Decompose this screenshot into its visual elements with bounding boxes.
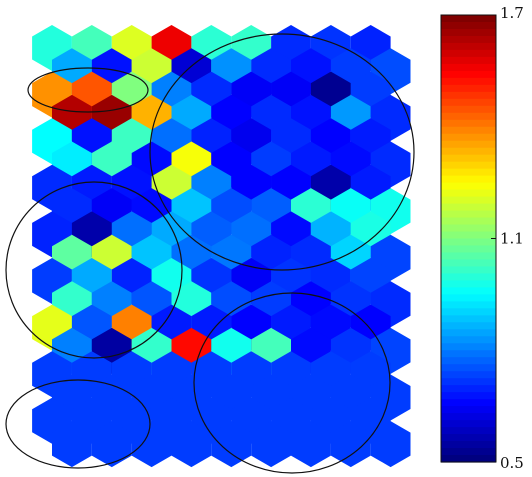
hex-cell-r17-c4 (211, 421, 252, 468)
colorbar-segment (441, 15, 496, 23)
hex-cell-r17-c8 (370, 421, 411, 468)
colorbar-segment (441, 84, 496, 93)
colorbar-tick-label: 0.5 (500, 454, 524, 472)
hex-cell-r17-c6 (291, 421, 331, 468)
colorbar-segment (441, 56, 496, 65)
hex-cell-r17-c3 (171, 421, 212, 468)
colorbar-segment (441, 336, 496, 344)
colorbar-segment (441, 224, 496, 233)
hex-cell-r17-c5 (251, 421, 291, 468)
cluster-circle-4 (193, 292, 391, 474)
colorbar-segment (441, 252, 496, 261)
colorbar-segment (441, 112, 496, 121)
colorbar-segment (441, 147, 496, 156)
colorbar-segment (441, 77, 496, 86)
colorbar-segment (441, 301, 496, 309)
colorbar-segment (441, 133, 496, 142)
colorbar-segment (441, 196, 496, 205)
colorbar-segment (441, 287, 496, 295)
cluster-circle-3 (5, 181, 183, 359)
colorbar-segment (441, 140, 496, 149)
colorbar-segment (441, 168, 496, 177)
hex-cell-r17-c7 (330, 421, 371, 468)
colorbar-segment (441, 98, 496, 107)
cluster-annotations (5, 33, 415, 474)
colorbar-segment (441, 392, 496, 400)
colorbar-segment (441, 378, 496, 386)
colorbar-segment (441, 280, 496, 288)
colorbar-segment (441, 273, 496, 281)
colorbar-segment (441, 175, 496, 184)
colorbar-segment (441, 455, 496, 463)
colorbar-tick-label: 1.1 (500, 230, 524, 248)
colorbar-segment (441, 350, 496, 358)
colorbar-segment (441, 357, 496, 365)
colorbar-segment (441, 385, 496, 393)
colorbar-segment (441, 189, 496, 198)
hex-cell-r17-c1 (91, 421, 132, 468)
colorbar-segment (441, 217, 496, 226)
colorbar: 1.7 1.1 0.5 (440, 4, 524, 472)
colorbar-segment (441, 294, 496, 302)
colorbar-segment (441, 329, 496, 337)
colorbar-segment (441, 343, 496, 351)
colorbar-segment (441, 259, 496, 268)
colorbar-segment (441, 63, 496, 72)
colorbar-segment (441, 245, 496, 254)
colorbar-segment (441, 161, 496, 170)
colorbar-segment (441, 49, 496, 58)
hex-cell-r17-c2 (131, 421, 172, 468)
colorbar-segment (441, 371, 496, 379)
colorbar-segment (441, 105, 496, 114)
colorbar-segment (441, 406, 496, 414)
colorbar-segment (441, 399, 496, 407)
colorbar-segment (441, 154, 496, 163)
colorbar-segment (441, 364, 496, 372)
colorbar-segment (441, 28, 496, 37)
colorbar-segment (441, 42, 496, 51)
colorbar-segment (441, 308, 496, 316)
colorbar-segment (441, 182, 496, 191)
colorbar-tick-label: 1.7 (500, 4, 524, 22)
colorbar-segment (441, 119, 496, 128)
colorbar-segment (441, 322, 496, 330)
colorbar-segment (441, 126, 496, 135)
colorbar-segment (441, 434, 496, 442)
colorbar-segment (441, 266, 496, 275)
colorbar-segment (441, 238, 496, 247)
colorbar-segment (441, 315, 496, 323)
colorbar-segment (441, 420, 496, 428)
colorbar-segment (441, 35, 496, 44)
colorbar-segment (441, 427, 496, 435)
colorbar-segment (441, 70, 496, 79)
cluster-circle-1 (149, 33, 415, 271)
hex-cell-r17-c0 (52, 421, 92, 468)
colorbar-segment (441, 231, 496, 240)
colorbar-segment (441, 21, 496, 30)
colorbar-segment (441, 413, 496, 421)
colorbar-segment (441, 441, 496, 449)
colorbar-segment (441, 203, 496, 212)
hex-map (32, 25, 411, 468)
cluster-ellipse-5 (5, 379, 151, 469)
colorbar-segment (441, 210, 496, 219)
cluster-ellipse-2 (27, 67, 149, 113)
colorbar-segment (441, 448, 496, 456)
colorbar-segment (441, 91, 496, 100)
